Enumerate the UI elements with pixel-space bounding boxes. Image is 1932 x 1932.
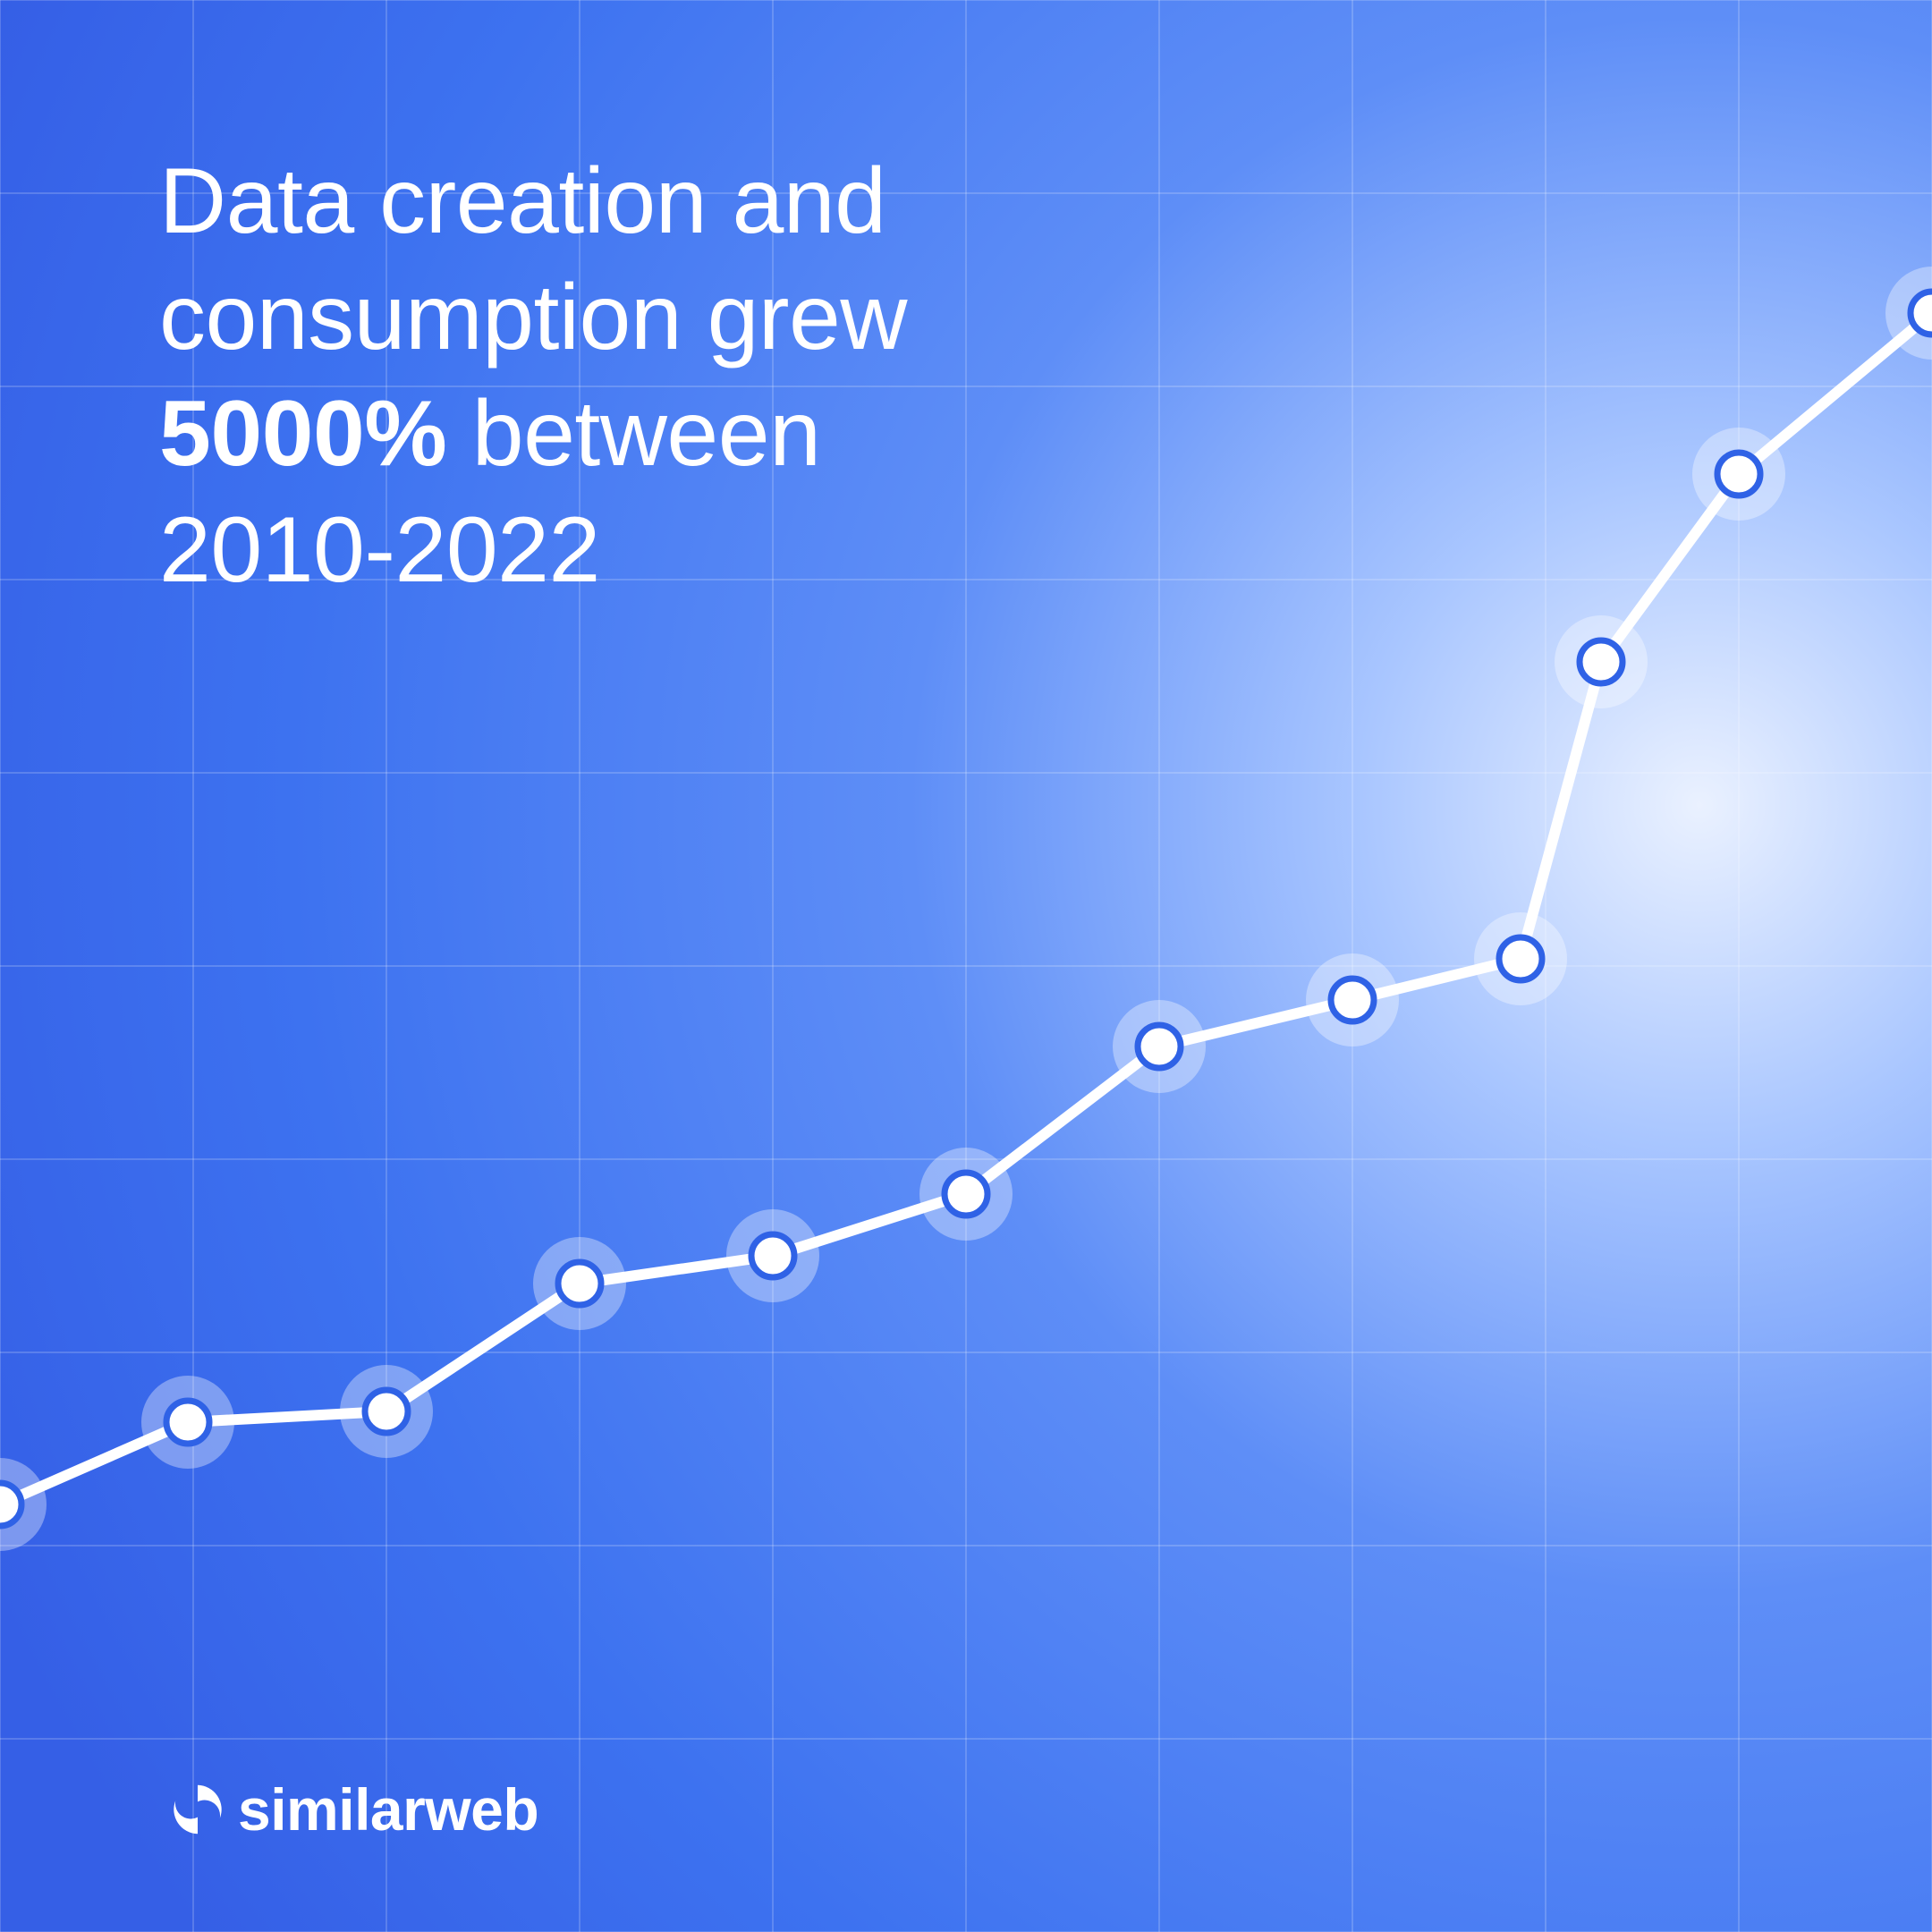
chart-point-marker (558, 1262, 601, 1305)
chart-point-marker (365, 1390, 408, 1433)
chart-point-marker (1499, 937, 1542, 980)
headline-emphasis: 5000% (159, 382, 446, 486)
headline-text: Data creation andconsumption grew5000% b… (159, 143, 1590, 608)
chart-point-marker (0, 1483, 21, 1526)
chart-point-marker (1331, 979, 1374, 1021)
brand-name: similarweb (238, 1775, 538, 1843)
chart-point-marker (1717, 453, 1760, 496)
chart-point-marker (751, 1234, 794, 1277)
brand-logo: similarweb (170, 1775, 538, 1843)
chart-point-marker (1911, 292, 1932, 335)
chart-point-marker (945, 1173, 987, 1216)
headline-span: Data creation and (159, 149, 886, 253)
chart-point-marker (1138, 1025, 1181, 1068)
chart-point-marker (166, 1401, 209, 1444)
chart-point-marker (1580, 640, 1623, 683)
headline-line: 2010-2022 (159, 492, 1590, 608)
headline-line: consumption grew (159, 259, 1590, 376)
headline-span: consumption grew (159, 266, 907, 369)
similarweb-icon (170, 1782, 225, 1837)
headline-line: 5000% between (159, 376, 1590, 492)
headline-span: 2010-2022 (159, 498, 600, 602)
infographic-canvas: Data creation andconsumption grew5000% b… (0, 0, 1932, 1932)
headline-line: Data creation and (159, 143, 1590, 259)
headline-span: between (446, 382, 820, 486)
